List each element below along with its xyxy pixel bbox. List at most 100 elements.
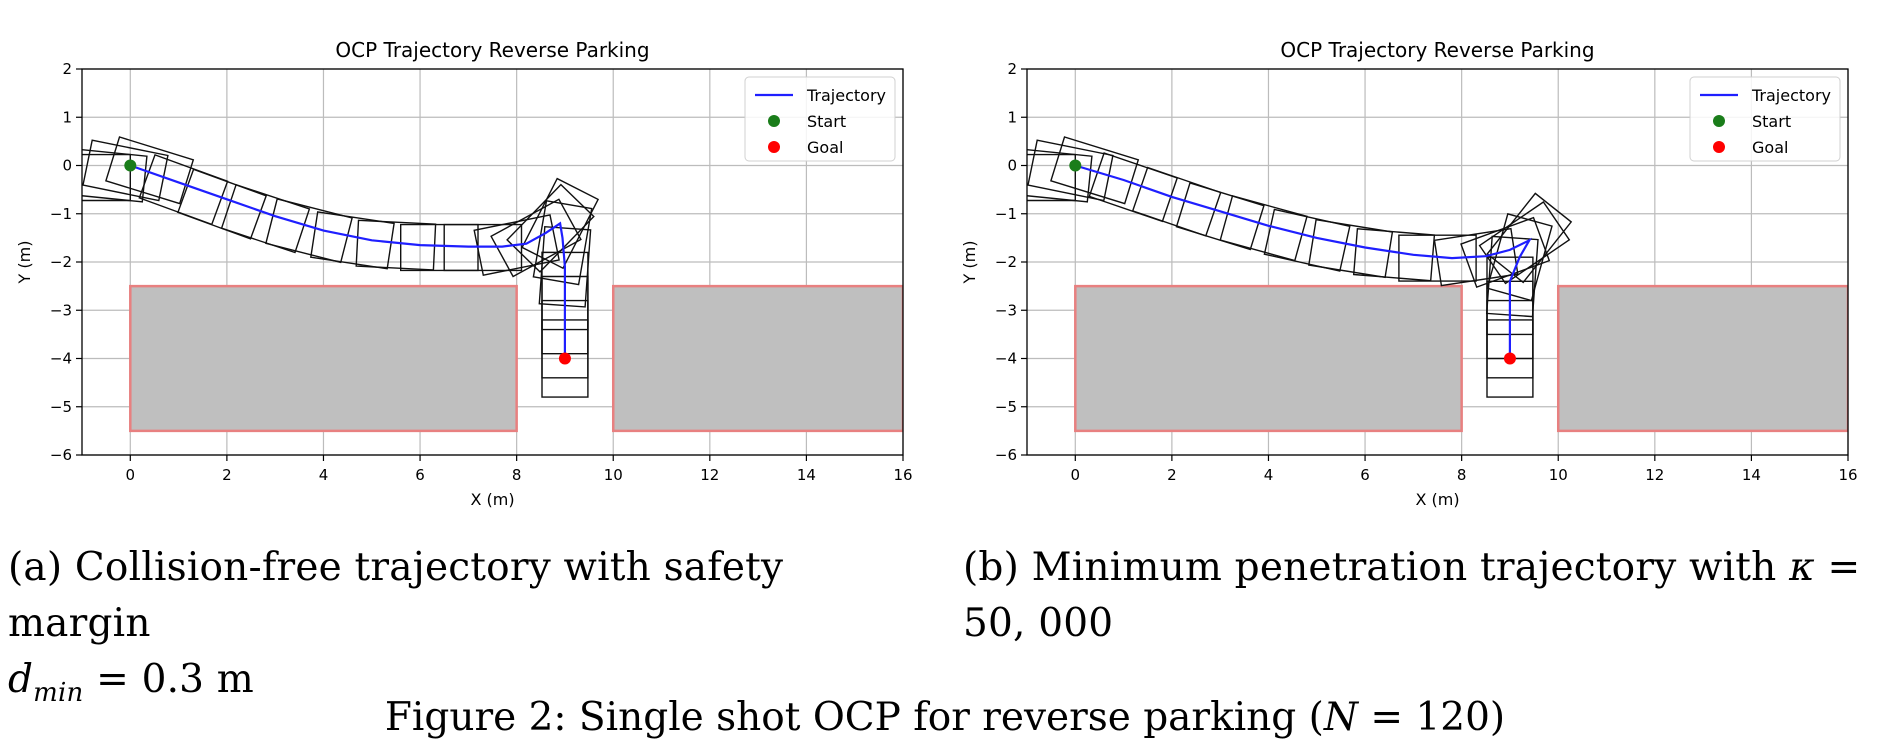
- caption-a-line2: dmin = 0.3 m: [8, 652, 938, 721]
- obstacle-rect: [1074, 284, 1463, 433]
- caption-a-rest: = 0.3 m: [83, 657, 254, 702]
- legend-label: Trajectory: [1751, 86, 1831, 105]
- start-point: [124, 159, 137, 172]
- figure-caption-prefix: Figure 2: Single shot OCP for reverse pa…: [384, 695, 1324, 740]
- car-footprint: [538, 225, 592, 308]
- legend-label: Goal: [1752, 138, 1788, 157]
- legend-goal-swatch: [1713, 141, 1725, 153]
- figure-caption: Figure 2: Single shot OCP for reverse pa…: [0, 693, 1890, 743]
- x-tick-label: 8: [512, 466, 522, 484]
- legend-label: Start: [807, 112, 846, 131]
- subplot-a: 0 2 4 6 8 10 12 14 16 2 1 0 −1 −2 −3 −4 −5 −6 OCP Trajecto…: [0, 0, 945, 520]
- y-tick-label: −6: [995, 446, 1017, 464]
- x-tick-label: 12: [700, 466, 719, 484]
- caption-b: (b) Minimum penetration trajectory with …: [963, 540, 1883, 652]
- y-tick-label: 0: [62, 157, 72, 175]
- x-tick-label: 14: [1742, 466, 1761, 484]
- car-footprint: [1307, 218, 1394, 279]
- x-tick-label: 14: [797, 466, 816, 484]
- x-tick-label: 12: [1645, 466, 1664, 484]
- car-footprint: [310, 211, 395, 270]
- caption-b-var: κ: [1789, 545, 1815, 590]
- car-footprint: [532, 199, 593, 286]
- obstacle-rect: [611, 284, 903, 433]
- car-footprint: [265, 198, 353, 264]
- car-footprint: [521, 177, 600, 270]
- car-footprint: [1478, 201, 1571, 285]
- legend-box: [1689, 76, 1841, 162]
- caption-b-line1: (b) Minimum penetration trajectory with …: [963, 540, 1883, 596]
- caption-a-sub: min: [33, 677, 84, 708]
- car-footprint: [1486, 213, 1553, 302]
- obstacle-rect: [129, 284, 518, 433]
- legend-start-swatch: [768, 115, 780, 127]
- x-tick-label: 4: [319, 466, 329, 484]
- y-axis-label: Y (m): [960, 241, 979, 285]
- x-tick-label: 2: [1167, 466, 1177, 484]
- y-tick-label: −1: [50, 205, 72, 223]
- y-tick-label: −5: [50, 398, 72, 416]
- legend-label: Goal: [807, 138, 843, 157]
- y-tick-label: −3: [995, 301, 1017, 319]
- chart-title: OCP Trajectory Reverse Parking: [1280, 38, 1594, 62]
- car-footprint: [82, 148, 148, 203]
- car-footprint: [506, 183, 595, 273]
- car-footprint: [82, 139, 169, 202]
- car-footprint: [105, 136, 195, 205]
- y-tick-label: −4: [50, 350, 72, 368]
- legend-start-swatch: [1713, 115, 1725, 127]
- chart-title: OCP Trajectory Reverse Parking: [335, 38, 649, 62]
- car-footprint: [1486, 192, 1573, 284]
- y-tick-label: −2: [50, 253, 72, 271]
- y-tick-label: −4: [995, 350, 1017, 368]
- car-footprint: [1050, 136, 1140, 205]
- car-footprint: [1398, 234, 1477, 282]
- trajectory-line: [129, 164, 566, 359]
- goal-point: [1503, 352, 1516, 365]
- x-tick-label: 6: [1360, 466, 1370, 484]
- car-footprint: [1485, 235, 1539, 318]
- x-tick-label: 16: [1838, 466, 1857, 484]
- y-tick-label: −5: [995, 398, 1017, 416]
- legend-label: Trajectory: [806, 86, 886, 105]
- y-tick-label: 0: [1007, 157, 1017, 175]
- y-tick-label: −2: [995, 253, 1017, 271]
- x-tick-label: 0: [126, 466, 136, 484]
- legend-box: [744, 76, 896, 162]
- car-footprint: [1027, 148, 1093, 203]
- y-tick-label: −1: [995, 205, 1017, 223]
- y-tick-label: 1: [62, 108, 72, 126]
- goal-point: [558, 352, 571, 365]
- trajectory-line: [1074, 164, 1533, 359]
- x-axis-label: X (m): [1415, 490, 1459, 509]
- y-tick-label: −6: [50, 446, 72, 464]
- y-tick-label: 1: [1007, 108, 1017, 126]
- x-axis-label: X (m): [470, 490, 514, 509]
- car-footprint: [1027, 139, 1114, 202]
- subplot-b: 0 2 4 6 8 10 12 14 16 2 1 0 −1 −2 −3 −4 −5 −6 OCP Trajecto…: [945, 0, 1890, 520]
- x-tick-label: 10: [604, 466, 623, 484]
- legend-label: Start: [1752, 112, 1791, 131]
- car-footprint: [1433, 227, 1519, 287]
- caption-b-text: (b) Minimum penetration trajectory with: [963, 545, 1777, 590]
- car-footprint: [1486, 319, 1534, 398]
- caption-b-line2: 50, 000: [963, 601, 1114, 646]
- x-tick-label: 6: [415, 466, 425, 484]
- start-point: [1069, 159, 1082, 172]
- plot-content: [82, 136, 903, 433]
- y-tick-label: −3: [50, 301, 72, 319]
- figure-caption-suffix: = 120): [1358, 695, 1506, 740]
- caption-b-eq: =: [1814, 545, 1861, 590]
- caption-a-line1: (a) Collision-free trajectory with safet…: [8, 545, 784, 646]
- y-tick-label: 2: [1007, 60, 1017, 78]
- plot-content: [1027, 136, 1848, 433]
- y-tick-label: 2: [62, 60, 72, 78]
- figure-caption-var: N: [1323, 695, 1358, 740]
- x-tick-label: 16: [893, 466, 912, 484]
- obstacle-rect: [1556, 284, 1848, 433]
- x-tick-label: 8: [1457, 466, 1467, 484]
- x-tick-label: 4: [1264, 466, 1274, 484]
- car-footprint: [541, 319, 589, 398]
